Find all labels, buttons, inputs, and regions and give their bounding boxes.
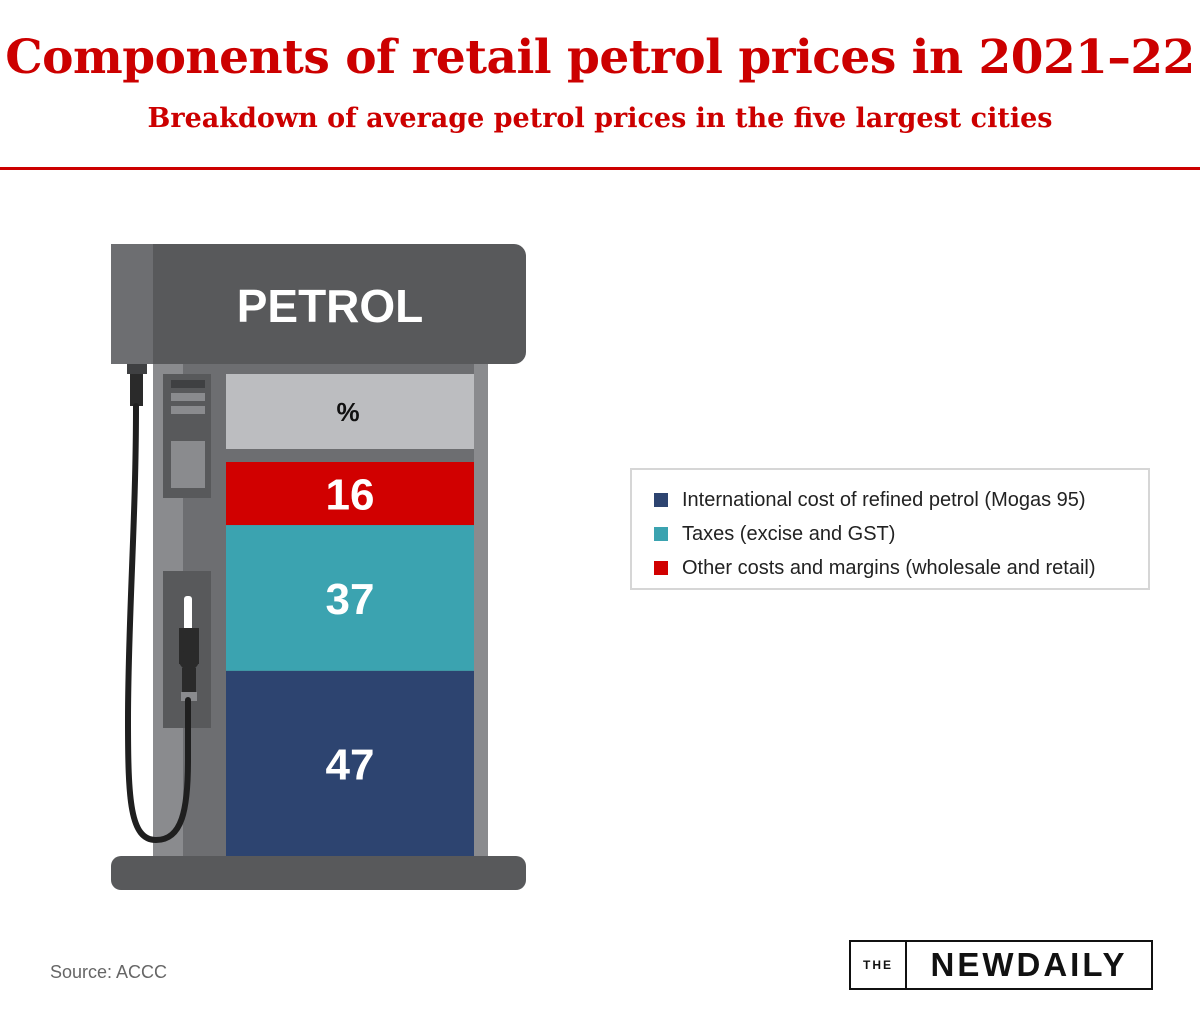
legend-item-other-costs: Other costs and margins (wholesale and r… — [654, 551, 1148, 585]
legend-swatch — [654, 561, 668, 575]
legend-label: Other costs and margins (wholesale and r… — [682, 556, 1096, 579]
stacked-bar: 47 37 16 — [226, 462, 474, 856]
legend-swatch — [654, 493, 668, 507]
legend-item-international-cost: International cost of refined petrol (Mo… — [654, 483, 1148, 517]
chart-title: Components of retail petrol prices in 20… — [5, 30, 1195, 85]
display-screen — [171, 441, 205, 488]
pump-base — [111, 856, 526, 890]
pump-label: PETROL — [237, 280, 424, 332]
display-line — [171, 393, 205, 401]
display-line — [171, 380, 205, 388]
legend-swatch — [654, 527, 668, 541]
bar-segment-0 — [226, 670, 474, 856]
hose — [124, 403, 191, 844]
pump-top-cap — [111, 244, 526, 364]
unit-header-box — [226, 374, 474, 449]
source-note: Source: ACCC — [50, 962, 168, 982]
brand-prefix: THE — [851, 942, 907, 988]
nozzle-collar — [181, 692, 197, 701]
bar-segment-2 — [226, 462, 474, 526]
hose-connector — [127, 364, 147, 374]
hose-coupling — [130, 374, 143, 406]
nozzle-neck — [182, 668, 196, 694]
nozzle-tip — [184, 596, 192, 636]
chart-subtitle: Breakdown of average petrol prices in th… — [147, 103, 1053, 134]
display-line — [171, 406, 205, 414]
pump-top-cap-side — [111, 244, 153, 364]
bar-segment-1 — [226, 525, 474, 671]
bar-segment-label-0: 47 — [326, 740, 375, 789]
legend-label: International cost of refined petrol (Mo… — [682, 488, 1086, 511]
bar-segment-label-1: 37 — [326, 575, 375, 624]
unit-label: % — [336, 397, 359, 427]
legend-item-taxes: Taxes (excise and GST) — [654, 517, 1148, 551]
brand-name: NEWDAILY — [930, 946, 1128, 983]
legend: International cost of refined petrol (Mo… — [630, 468, 1150, 590]
brand-logo: THE NEWDAILY — [849, 940, 1153, 990]
title-divider — [0, 167, 1200, 170]
legend-label: Taxes (excise and GST) — [682, 522, 896, 545]
pump-body-edge — [474, 362, 488, 862]
nozzle-trigger — [179, 650, 199, 670]
bar-segment-label-2: 16 — [326, 471, 375, 520]
